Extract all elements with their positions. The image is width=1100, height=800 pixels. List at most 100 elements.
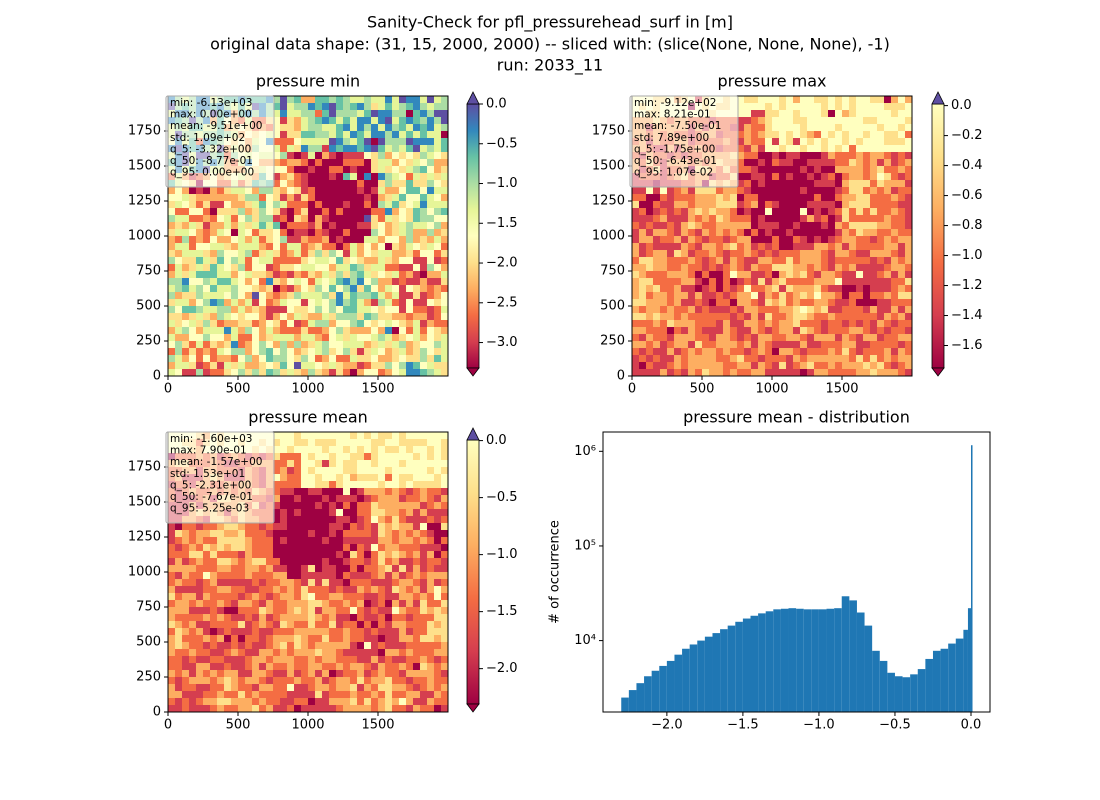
heatmap-cell (427, 600, 435, 608)
heatmap-cell (287, 243, 295, 251)
heatmap-cell (399, 607, 407, 615)
heatmap-cell (329, 194, 337, 202)
heatmap-cell (877, 194, 885, 202)
heatmap-cell (287, 131, 295, 139)
heatmap-cell (357, 516, 365, 524)
heatmap-cell (399, 649, 407, 657)
heatmap-cell (224, 586, 232, 594)
heatmap-cell (884, 187, 892, 195)
heatmap-cell (905, 173, 913, 181)
heatmap-cell (385, 306, 393, 314)
heatmap-cell (681, 306, 689, 314)
y-tick-label: 250 (136, 334, 161, 349)
heatmap-cell (413, 334, 421, 342)
heatmap-cell (632, 334, 640, 342)
heatmap-cell (891, 369, 899, 377)
heatmap-cell (646, 257, 654, 265)
heatmap-cell (189, 285, 197, 293)
heatmap-cell (350, 145, 358, 153)
heatmap-cell (343, 166, 351, 174)
heatmap-cell (217, 257, 225, 265)
heatmap-cell (695, 313, 703, 321)
heatmap-cell (343, 614, 351, 622)
heatmap-cell (238, 299, 246, 307)
heatmap-cell (175, 306, 183, 314)
heatmap-cell (294, 544, 302, 552)
heatmap-cell (765, 124, 773, 132)
heatmap-cell (688, 222, 696, 230)
heatmap-cell (884, 243, 892, 251)
heatmap-cell (434, 593, 442, 601)
heatmap-cell (667, 222, 675, 230)
heatmap-cell (821, 117, 829, 125)
heatmap-cell (287, 215, 295, 223)
heatmap-cell (343, 299, 351, 307)
heatmap-cell (427, 663, 435, 671)
heatmap-cell (217, 334, 225, 342)
heatmap-cell (336, 432, 344, 440)
heatmap-cell (905, 278, 913, 286)
heatmap-cell (301, 621, 309, 629)
heatmap-cell (273, 131, 281, 139)
heatmap-cell (175, 649, 183, 657)
heatmap-cell (667, 306, 675, 314)
heatmap-cell (350, 292, 358, 300)
heatmap-cell (399, 502, 407, 510)
heatmap-cell (217, 299, 225, 307)
heatmap-cell (252, 348, 260, 356)
heatmap-cell (667, 285, 675, 293)
heatmap-cell (315, 467, 323, 475)
heatmap-cell (245, 306, 253, 314)
heatmap-cell (182, 551, 190, 559)
heatmap-cell (632, 327, 640, 335)
x-tick-label: 1000 (291, 382, 324, 397)
heatmap-cell (301, 152, 309, 160)
heatmap-cell (413, 551, 421, 559)
heatmap-cell (730, 222, 738, 230)
heatmap-cell (413, 705, 421, 713)
colorbar-tick-label: −0.5 (486, 136, 518, 151)
heatmap-cell (294, 96, 302, 104)
heatmap-cell (294, 243, 302, 251)
heatmap-cell (280, 677, 288, 685)
heatmap-cell (210, 201, 218, 209)
heatmap-cell (632, 278, 640, 286)
heatmap-cell (807, 194, 815, 202)
heatmap-cell (793, 187, 801, 195)
heatmap-cell (210, 355, 218, 363)
stats-line: mean: -1.57e+00 (170, 456, 262, 468)
heatmap-cell (343, 243, 351, 251)
heatmap-cell (392, 355, 400, 363)
heatmap-cell (217, 355, 225, 363)
heatmap-cell (427, 530, 435, 538)
heatmap-cell (406, 313, 414, 321)
heatmap-cell (828, 138, 836, 146)
heatmap-cell (434, 460, 442, 468)
heatmap-cell (392, 194, 400, 202)
heatmap-cell (308, 236, 316, 244)
heatmap-cell (287, 509, 295, 517)
heatmap-cell (385, 145, 393, 153)
heatmap-cell (168, 705, 176, 713)
heatmap-cell (681, 348, 689, 356)
heatmap-cell (385, 698, 393, 706)
heatmap-cell (357, 110, 365, 118)
heatmap-cell (245, 579, 253, 587)
heatmap-cell (378, 334, 386, 342)
heatmap-cell (723, 215, 731, 223)
heatmap-cell (800, 110, 808, 118)
heatmap-cell (681, 229, 689, 237)
heatmap-cell (441, 502, 449, 510)
heatmap-cell (427, 677, 435, 685)
heatmap-cell (441, 698, 449, 706)
heatmap-cell (427, 572, 435, 580)
heatmap-cell (730, 243, 738, 251)
heatmap-cell (427, 313, 435, 321)
heatmap-cell (385, 495, 393, 503)
colorbar-tick-label: −1.0 (951, 248, 983, 263)
heatmap-cell (870, 145, 878, 153)
heatmap-cell (800, 208, 808, 216)
heatmap-cell (322, 677, 330, 685)
heatmap-cell (413, 110, 421, 118)
heatmap-cell (842, 264, 850, 272)
